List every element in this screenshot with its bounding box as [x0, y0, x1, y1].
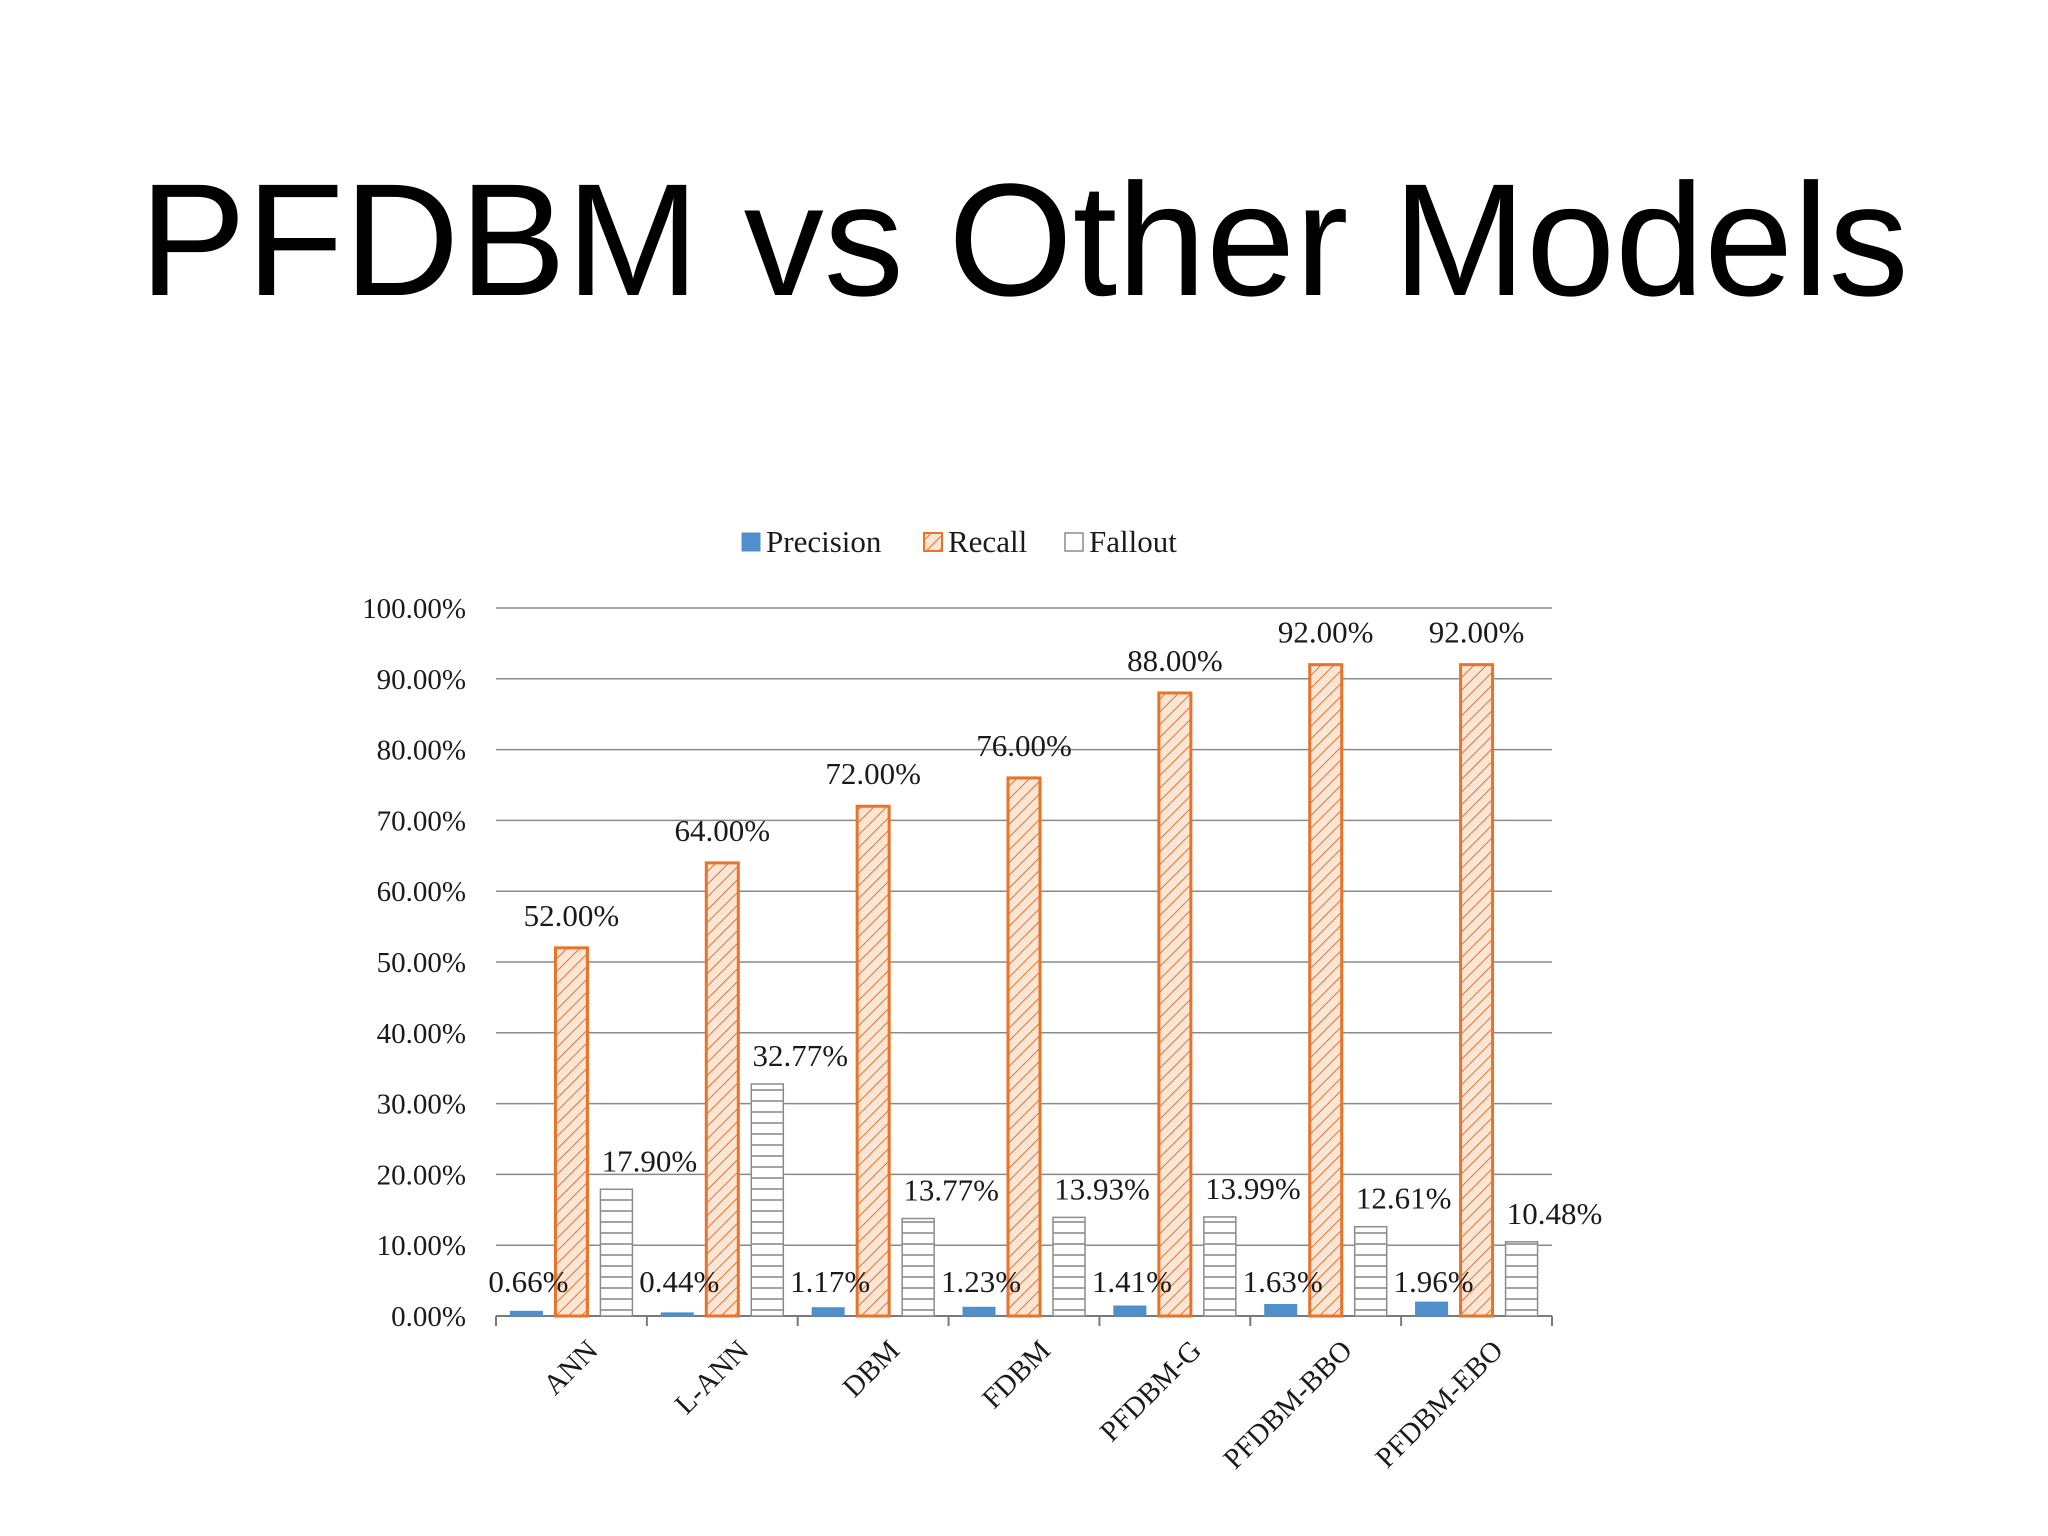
legend-label-recall: Recall	[948, 524, 1027, 559]
y-tick-label: 10.00%	[377, 1230, 466, 1262]
bar-precision	[1264, 1303, 1298, 1317]
y-tick-label: 70.00%	[377, 805, 466, 837]
x-category-label: DBM	[837, 1334, 906, 1403]
bar-fallout	[1353, 1225, 1388, 1317]
data-label-recall: 72.00%	[825, 756, 921, 791]
data-label-recall: 52.00%	[524, 898, 620, 933]
x-category-label: FDBM	[976, 1334, 1057, 1415]
bar-precision	[1113, 1305, 1147, 1317]
data-label-precision: 1.96%	[1394, 1264, 1474, 1299]
data-label-fallout: 13.99%	[1205, 1171, 1301, 1206]
data-label-recall: 88.00%	[1127, 643, 1223, 678]
data-label-recall: 92.00%	[1429, 615, 1525, 650]
bar-fallout	[901, 1217, 935, 1317]
bar-recall	[1006, 776, 1042, 1318]
y-tick-label: 90.00%	[377, 664, 466, 696]
x-category-label: PFDBM-BBO	[1218, 1334, 1359, 1475]
data-label-recall: 92.00%	[1278, 615, 1374, 650]
bars	[509, 663, 1539, 1318]
data-label-precision: 1.23%	[941, 1264, 1021, 1299]
data-label-recall: 64.00%	[674, 813, 770, 848]
axes: 0.00% 10.00% 20.00% 30.00% 40.00% 50.00% 60.00…	[362, 593, 1553, 1475]
bar-fallout	[750, 1083, 785, 1317]
y-tick-label: 20.00%	[377, 1159, 466, 1191]
legend-swatch-fallout	[1064, 532, 1084, 552]
data-labels: 0.66% 0.44% 1.17% 1.23% 1.41% 1.63% 1.96% 52.00…	[488, 615, 1602, 1299]
bar-recall	[855, 804, 891, 1318]
data-label-precision: 0.66%	[488, 1264, 568, 1299]
legend-label-fallout: Fallout	[1089, 524, 1177, 559]
data-label-recall: 76.00%	[976, 728, 1072, 763]
legend-swatch-precision	[741, 532, 761, 552]
bar-fallout	[1052, 1216, 1086, 1317]
data-label-fallout: 13.77%	[903, 1173, 999, 1208]
data-label-fallout: 13.93%	[1054, 1171, 1150, 1206]
x-category-label: PFDBM-G	[1094, 1334, 1208, 1448]
bar-recall	[553, 946, 589, 1318]
y-tick-label: 80.00%	[377, 735, 466, 767]
data-label-precision: 1.63%	[1243, 1264, 1323, 1299]
data-label-fallout: 12.61%	[1356, 1181, 1452, 1216]
bar-precision	[811, 1307, 845, 1317]
bar-fallout	[1203, 1216, 1237, 1317]
y-tick-label: 60.00%	[377, 876, 466, 908]
bar-fallout	[1504, 1241, 1539, 1317]
legend-swatch-recall	[923, 532, 943, 552]
y-tick-label: 30.00%	[377, 1089, 466, 1121]
slide-title: PFDBM vs Other Models	[139, 150, 1909, 329]
bar-recall	[704, 861, 740, 1318]
bar-precision	[509, 1310, 543, 1317]
y-tick-label: 40.00%	[377, 1018, 466, 1050]
x-category-label: ANN	[537, 1334, 604, 1401]
bar-precision	[660, 1312, 694, 1317]
data-label-fallout: 17.90%	[602, 1143, 698, 1178]
bar-recall	[1157, 691, 1193, 1318]
bar-precision	[1415, 1301, 1449, 1317]
x-category-label: PFDBM-EBO	[1370, 1334, 1510, 1474]
x-category-label: L-ANN	[669, 1334, 755, 1420]
bar-recall	[1308, 663, 1344, 1318]
bar-recall	[1459, 663, 1495, 1318]
data-label-precision: 0.44%	[639, 1264, 719, 1299]
bar-precision	[962, 1306, 996, 1317]
y-tick-label: 0.00%	[391, 1301, 466, 1333]
legend-label-precision: Precision	[766, 524, 882, 559]
y-tick-label: 100.00%	[362, 593, 466, 625]
legend: Precision Recall Fallout	[741, 524, 1177, 559]
data-label-precision: 1.41%	[1092, 1264, 1172, 1299]
data-label-precision: 1.17%	[790, 1264, 870, 1299]
data-label-fallout: 10.48%	[1507, 1196, 1603, 1231]
bar-fallout	[599, 1188, 634, 1317]
data-label-fallout: 32.77%	[752, 1038, 848, 1073]
y-tick-label: 50.00%	[377, 947, 466, 979]
